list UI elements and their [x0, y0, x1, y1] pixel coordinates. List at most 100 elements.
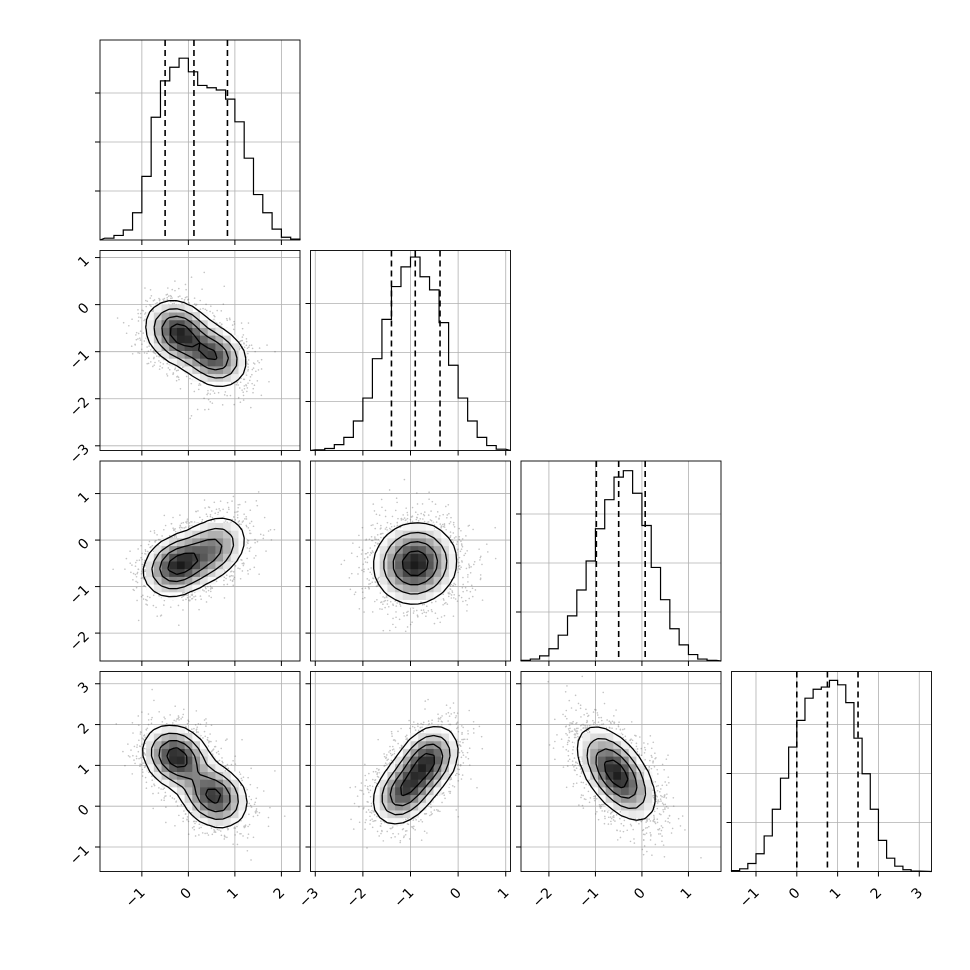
scatter-point — [247, 368, 250, 371]
density-cell — [146, 327, 155, 336]
scatter-point — [249, 376, 252, 378]
scatter-point — [181, 366, 184, 369]
scatter-point — [251, 382, 253, 385]
scatter-point — [116, 317, 119, 319]
density-cell — [161, 568, 170, 577]
scatter-point — [209, 585, 212, 587]
scatter-point — [219, 509, 221, 512]
density-cell — [207, 327, 216, 336]
scatter-point — [145, 781, 148, 784]
density-cell — [223, 335, 232, 344]
density-cell — [192, 319, 201, 328]
scatter-point — [112, 568, 114, 571]
scatter-point — [134, 561, 137, 564]
scatter-point — [245, 384, 247, 386]
scatter-point — [233, 320, 235, 323]
scatter-point — [246, 837, 249, 839]
scatter-point — [166, 375, 169, 377]
scatter-point — [259, 533, 262, 536]
density-cell — [176, 358, 186, 367]
density-cell — [192, 522, 201, 531]
scatter-point — [176, 718, 178, 720]
scatter-point — [167, 295, 170, 297]
scatter-point — [150, 305, 152, 308]
scatter-point — [182, 527, 184, 529]
scatter-point — [129, 550, 131, 552]
scatter-point — [241, 562, 244, 565]
scatter-point — [249, 532, 251, 535]
scatter-point — [250, 520, 253, 523]
scatter-point — [135, 331, 138, 334]
scatter-point — [166, 293, 169, 296]
scatter-point — [252, 525, 255, 528]
density-cell — [184, 553, 193, 562]
scatter-point — [246, 387, 249, 389]
density-cell — [223, 561, 232, 570]
contour-level — [169, 323, 218, 361]
scatter-point — [205, 303, 207, 306]
scatter-point — [242, 562, 245, 565]
scatter-point — [191, 597, 194, 600]
density-cell — [161, 576, 170, 585]
density-cell — [230, 530, 239, 539]
scatter-point — [226, 394, 228, 397]
scatter-point — [139, 733, 142, 735]
scatter-point — [144, 570, 147, 572]
density-cell — [146, 561, 155, 570]
scatter-point — [148, 540, 151, 543]
scatter-point — [247, 527, 250, 529]
density-cell — [238, 537, 247, 547]
scatter-point — [219, 321, 221, 324]
scatter-point — [135, 334, 137, 336]
scatter-point — [183, 300, 186, 302]
scatter-point — [230, 574, 233, 577]
scatter-point — [174, 368, 176, 371]
scatter-point — [209, 588, 212, 590]
scatter-point — [190, 520, 192, 523]
scatter-point — [172, 527, 174, 529]
scatter-point — [226, 501, 229, 504]
scatter-point — [233, 403, 236, 406]
density-cell — [192, 584, 201, 593]
scatter-point — [142, 309, 145, 312]
density-cell — [223, 522, 232, 531]
scatter-point — [273, 528, 276, 531]
scatter-point — [149, 349, 152, 351]
scatter-point — [241, 570, 244, 572]
scatter-point — [141, 594, 144, 597]
scatter-point — [187, 298, 190, 301]
scatter-point — [242, 391, 244, 394]
scatter-point — [241, 521, 244, 523]
scatter-point — [131, 318, 133, 321]
scatter-point — [247, 573, 249, 575]
scatter-point — [191, 521, 193, 523]
scatter-point — [210, 586, 212, 589]
density-cell — [176, 553, 186, 562]
scatter-point — [131, 564, 133, 566]
density-cell — [230, 365, 239, 375]
scatter-point — [140, 544, 142, 547]
scatter-point — [243, 825, 245, 828]
scatter-point — [251, 368, 254, 371]
density-cell — [184, 561, 193, 570]
scatter-point — [173, 719, 175, 722]
scatter-point — [258, 361, 261, 364]
scatter-point — [233, 576, 236, 579]
scatter-point — [178, 719, 180, 721]
scatter-point — [140, 570, 143, 573]
scatter-point — [211, 312, 214, 314]
scatter-point — [153, 529, 156, 532]
scatter-point — [237, 510, 239, 513]
scatter-point — [260, 368, 263, 370]
scatter-point — [124, 568, 126, 570]
histogram-step — [310, 256, 511, 452]
scatter-point — [229, 575, 231, 578]
scatter-point — [236, 511, 238, 513]
scatter-point — [220, 325, 223, 328]
density-cell — [146, 576, 155, 585]
scatter-point — [253, 566, 256, 569]
density-cell — [200, 568, 209, 577]
density-cell — [176, 530, 186, 539]
y-tick-label: −2 — [67, 394, 93, 420]
scatter-point — [245, 374, 248, 376]
